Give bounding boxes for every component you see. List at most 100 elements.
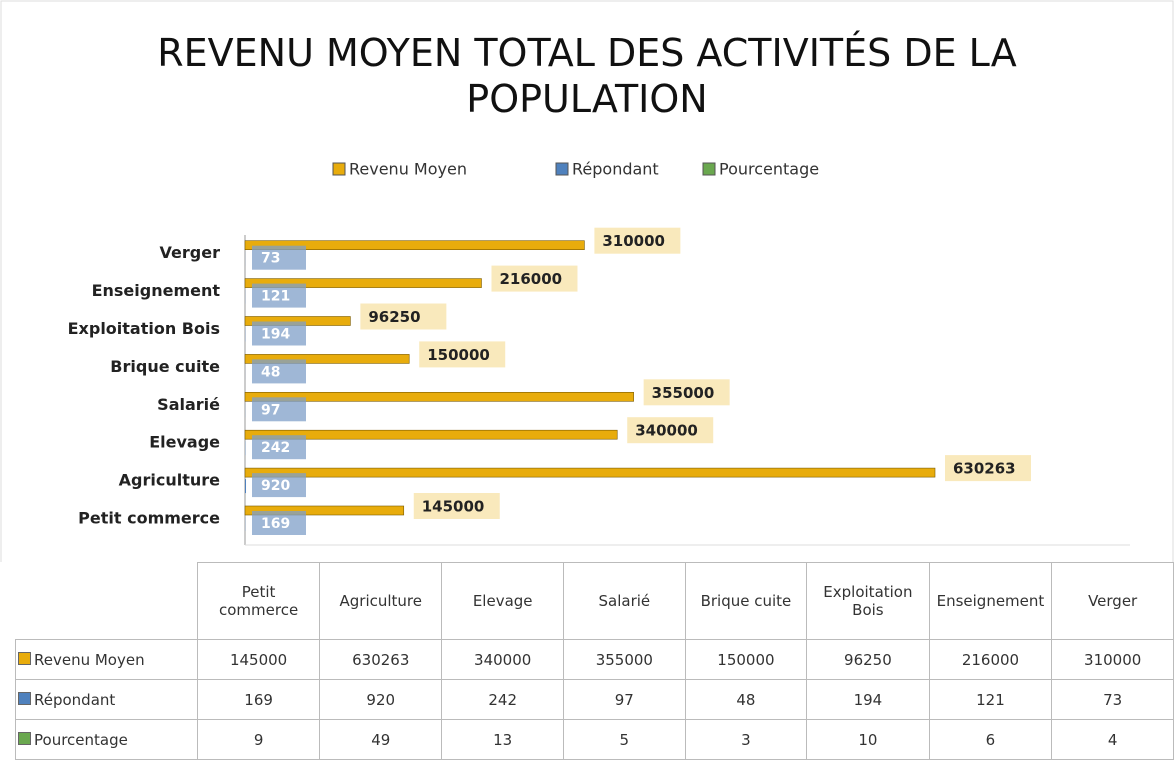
table-row-label: Répondant: [14, 679, 199, 720]
table-cell: 145000: [197, 639, 321, 680]
category-label: Verger: [160, 243, 221, 262]
category-label: Brique cuite: [110, 357, 220, 376]
title-box: REVENU MOYEN TOTAL DES ACTIVITÉS DE LA P…: [157, 31, 1017, 121]
value-label-box: [643, 379, 730, 406]
bar: [244, 354, 410, 364]
legend-label: Revenu Moyen: [349, 160, 467, 179]
category-label: Agriculture: [119, 471, 221, 490]
value-label-box: [491, 265, 578, 292]
table-cell: 97: [563, 679, 686, 720]
value-label-box: [252, 397, 306, 422]
table-cell: 150000: [684, 639, 808, 680]
table-header: Agriculture: [319, 562, 443, 640]
value-label: 216000: [499, 270, 562, 288]
value-label-box: [252, 359, 306, 384]
table-cell: 920: [319, 679, 443, 720]
table-row-label: Pourcentage: [14, 719, 199, 760]
legend-swatch: [18, 731, 31, 745]
chart: REVENU MOYEN TOTAL DES ACTIVITÉS DE LA P…: [0, 0, 1174, 562]
value-label: 48: [261, 364, 280, 380]
value-label: 340000: [635, 422, 698, 440]
legend-swatch: [555, 162, 569, 176]
bar: [244, 429, 618, 440]
table-cell: 216000: [928, 639, 1053, 680]
value-label: 242: [261, 440, 290, 456]
frame: [0, 0, 1174, 562]
row-name: Pourcentage: [34, 730, 128, 749]
table-row: Répondant 169 920 242 97 48 194 121 73: [14, 679, 1174, 720]
table-cell: 96250: [806, 639, 930, 680]
category-label: Salarié: [157, 395, 220, 414]
category-label: Exploitation Bois: [68, 319, 220, 338]
table-cell: 3: [684, 719, 808, 760]
table-cell: 49: [319, 719, 443, 760]
bar: [245, 479, 247, 494]
table-cell: 630263: [319, 639, 443, 680]
legend-label: Répondant: [572, 160, 659, 179]
bar: [244, 505, 405, 516]
table-cell: 10: [806, 719, 930, 760]
table-cell: 310000: [1051, 639, 1174, 680]
value-label: 169: [261, 516, 290, 532]
value-label-box: [594, 227, 681, 254]
value-label: 121: [261, 289, 290, 305]
bar: [244, 391, 634, 402]
value-label: 310000: [602, 232, 665, 250]
table-cell: 13: [441, 719, 565, 760]
value-label-box: [627, 417, 714, 444]
value-label-box: [360, 303, 447, 330]
table-row-label: Revenu Moyen: [14, 639, 199, 680]
table-cell: 121: [928, 679, 1053, 720]
value-label-box: [945, 455, 1031, 482]
category-label: Petit commerce: [78, 509, 220, 528]
category-label: Enseignement: [92, 281, 221, 300]
value-label: 150000: [427, 346, 490, 364]
table-row: Revenu Moyen 145000 630263 340000 355000 1500…: [14, 639, 1174, 680]
bar: [244, 240, 585, 250]
table-cell: 355000: [563, 639, 686, 680]
value-label: 145000: [422, 498, 485, 516]
table-cell: 340000: [441, 639, 565, 680]
value-label: 920: [261, 478, 290, 494]
bar: [244, 467, 936, 478]
value-label-box: [252, 473, 306, 498]
value-label-box: [252, 511, 306, 535]
table-cell: 5: [563, 719, 686, 760]
table-cell: 48: [684, 679, 808, 720]
table-corner: [15, 562, 199, 640]
value-label: 355000: [652, 384, 715, 402]
value-label: 194: [261, 327, 290, 343]
value-label: 97: [261, 402, 280, 418]
table-header: Salarié: [563, 562, 686, 640]
table-row: Pourcentage 9 49 13 5 3 10 6 4: [14, 719, 1174, 760]
value-label: 96250: [368, 308, 420, 326]
table-cell: 242: [441, 679, 565, 720]
row-name: Répondant: [34, 690, 116, 709]
table-header: Petit commerce: [197, 562, 321, 640]
table-cell: 194: [806, 679, 930, 720]
row-name: Revenu Moyen: [34, 650, 145, 669]
value-label-box: [252, 321, 306, 346]
legend-swatch: [18, 691, 31, 705]
table-header: Enseignement: [928, 562, 1053, 640]
value-label-box: [252, 283, 306, 308]
table-header-row: Petit commerce Agriculture Elevage Salarié B…: [15, 562, 1174, 640]
value-label: 630263: [953, 460, 1016, 478]
category-label: Elevage: [149, 433, 220, 452]
table-cell: 6: [928, 719, 1053, 760]
chart-title: REVENU MOYEN TOTAL DES ACTIVITÉS DE LA P…: [157, 31, 1017, 121]
table-cell: 169: [197, 679, 321, 720]
value-label-box: [419, 341, 506, 368]
table-header: Brique cuite: [684, 562, 808, 640]
table-header: Verger: [1051, 562, 1174, 640]
table-cell: 73: [1051, 679, 1174, 720]
legend-label: Pourcentage: [719, 160, 819, 179]
legend-swatch: [702, 162, 716, 176]
bar: [244, 278, 482, 288]
value-label-box: [252, 245, 306, 270]
table-header: Exploitation Bois: [806, 562, 930, 640]
data-table: Petit commerce Agriculture Elevage Salarié B…: [14, 562, 1174, 760]
table-cell: 9: [197, 719, 321, 760]
table-header: Elevage: [441, 562, 565, 640]
